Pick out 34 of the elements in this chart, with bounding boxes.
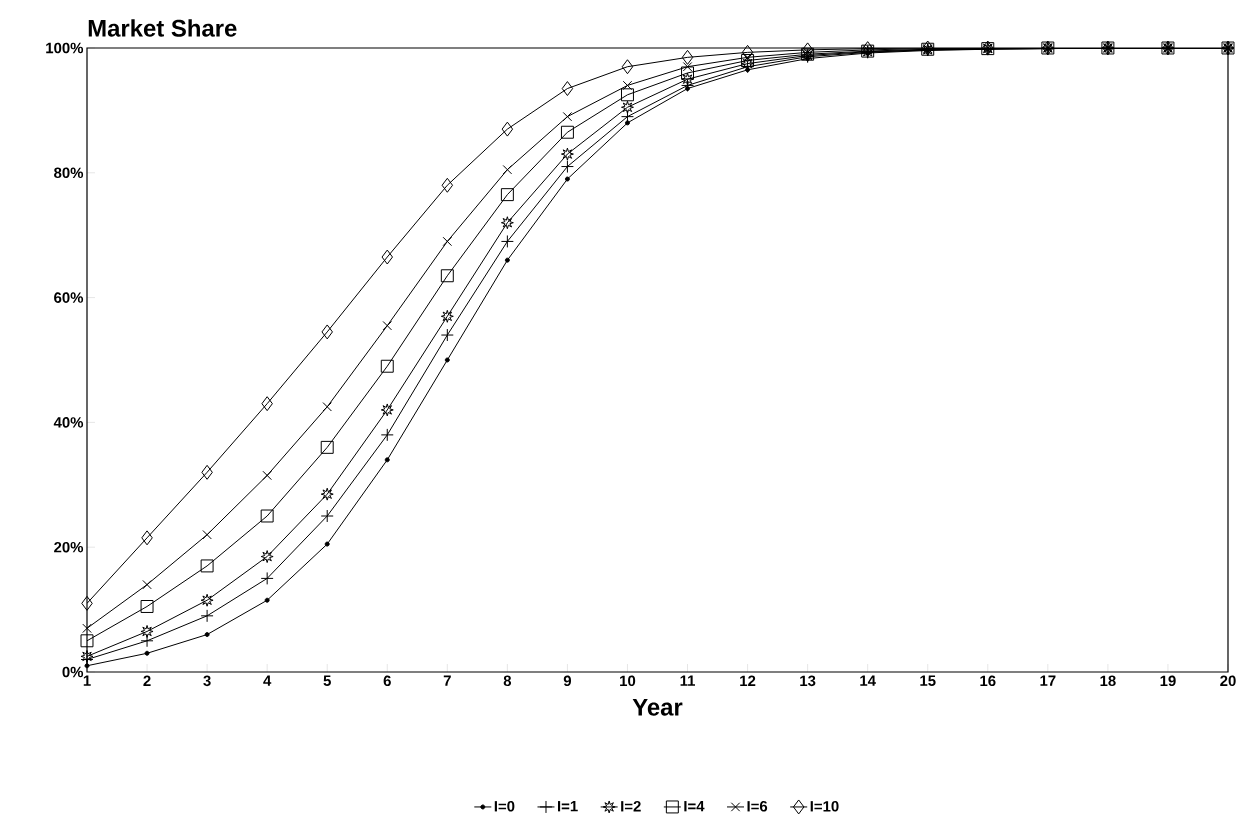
y-tick-label: 80% — [54, 167, 84, 179]
x-tick-label: 14 — [860, 675, 876, 686]
legend-label: I=6 — [747, 800, 768, 812]
x-tick-label: 12 — [740, 675, 756, 686]
legend-label: I=4 — [684, 801, 705, 812]
x-tick-label: 11 — [680, 675, 695, 686]
x-axis-title: Year — [632, 698, 683, 716]
y-tick-label: 20% — [54, 541, 84, 553]
x-tick-label: 13 — [800, 675, 816, 687]
y-tick-label: 40% — [53, 417, 84, 428]
chart-title: Market Share — [88, 19, 237, 37]
x-tick-label: 15 — [920, 675, 936, 686]
x-tick-label: 19 — [1160, 675, 1176, 687]
y-tick-label: 100% — [46, 42, 84, 54]
x-tick-label: 18 — [1100, 675, 1116, 687]
legend-label: I=2 — [621, 800, 641, 812]
x-tick-label: 5 — [323, 675, 331, 686]
x-tick-label: 17 — [1040, 675, 1056, 686]
x-tick-label: 16 — [980, 675, 996, 687]
x-tick-label: 8 — [503, 675, 512, 687]
y-tick-label: 60% — [54, 292, 84, 303]
y-tick-label: 0% — [62, 666, 84, 678]
x-tick-label: 7 — [443, 675, 451, 686]
x-tick-label: 6 — [383, 675, 391, 687]
x-tick-label: 9 — [563, 675, 572, 687]
legend-label: I=0 — [494, 800, 515, 812]
x-tick-label: 3 — [203, 675, 211, 687]
x-tick-label: 10 — [620, 675, 636, 687]
x-tick-label: 4 — [263, 675, 272, 686]
x-tick-label: 1 — [83, 675, 91, 686]
legend-label: I=1 — [557, 801, 578, 812]
legend-label: I=10 — [810, 800, 839, 812]
x-tick-label: 20 — [1220, 675, 1236, 687]
x-tick-label: 2 — [143, 675, 151, 686]
